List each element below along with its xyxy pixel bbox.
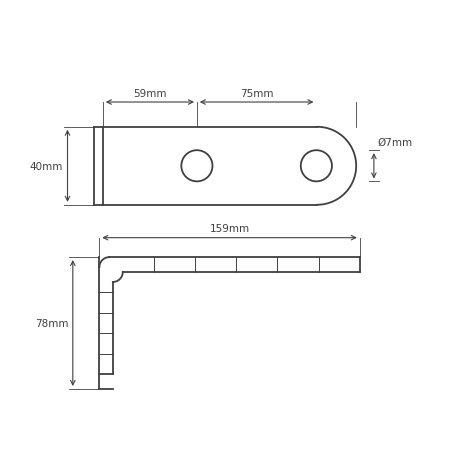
Circle shape (300, 151, 331, 182)
Text: 59mm: 59mm (133, 89, 166, 99)
Text: 159mm: 159mm (209, 224, 249, 234)
Text: 40mm: 40mm (30, 162, 63, 171)
Text: Ø7mm: Ø7mm (377, 137, 412, 147)
Circle shape (181, 151, 212, 182)
Text: 78mm: 78mm (35, 319, 68, 328)
Text: 75mm: 75mm (239, 89, 273, 99)
